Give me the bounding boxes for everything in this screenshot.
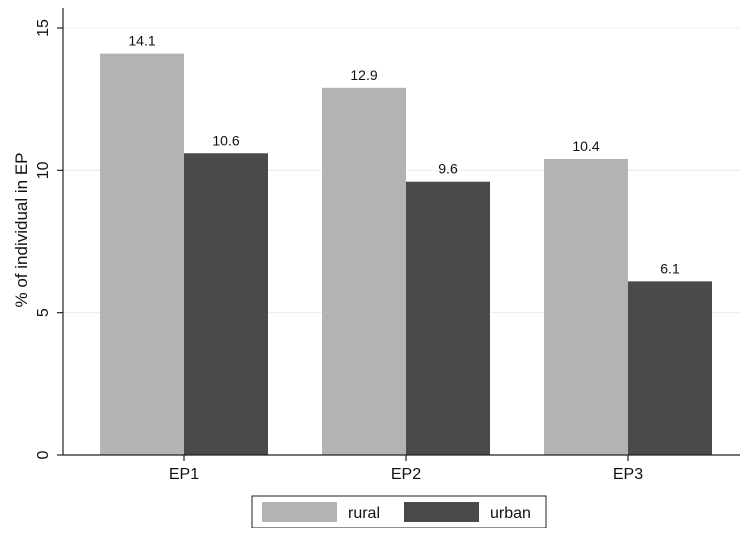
- data-label-urban-ep3: 6.1: [660, 260, 680, 276]
- y-tick-label: 5: [35, 308, 52, 317]
- data-label-rural-ep3: 10.4: [572, 138, 599, 154]
- x-tick-label: EP2: [391, 466, 421, 483]
- bar-rural-ep2: [322, 87, 406, 455]
- legend-label-rural: rural: [348, 505, 380, 522]
- data-label-rural-ep1: 14.1: [128, 33, 155, 49]
- data-label-urban-ep2: 9.6: [438, 161, 458, 177]
- data-label-rural-ep2: 12.9: [350, 67, 377, 83]
- y-tick-label: 15: [35, 19, 52, 37]
- y-tick-label: 0: [35, 450, 52, 459]
- legend-swatch-rural: [262, 502, 337, 522]
- bars: [100, 53, 712, 456]
- bar-urban-ep2: [406, 181, 490, 455]
- legend-label-urban: urban: [490, 505, 531, 522]
- bar-rural-ep3: [544, 158, 628, 456]
- y-tick-label: 10: [35, 161, 52, 179]
- bar-rural-ep1: [100, 53, 184, 456]
- data-label-urban-ep1: 10.6: [212, 132, 239, 148]
- axes: % of individual in EP 0 5 10 15 EP1 EP2 EP3: [12, 8, 740, 483]
- legend: rural urban: [251, 495, 547, 529]
- data-labels: 14.1 10.6 12.9 9.6 10.4 6.1: [128, 33, 680, 277]
- x-tick-label: EP1: [169, 466, 199, 483]
- bar-urban-ep1: [184, 153, 268, 455]
- bar-urban-ep3: [628, 281, 712, 455]
- x-tick-label: EP3: [613, 466, 643, 483]
- legend-swatch-urban: [404, 502, 479, 522]
- y-axis-title: % of individual in EP: [12, 153, 31, 308]
